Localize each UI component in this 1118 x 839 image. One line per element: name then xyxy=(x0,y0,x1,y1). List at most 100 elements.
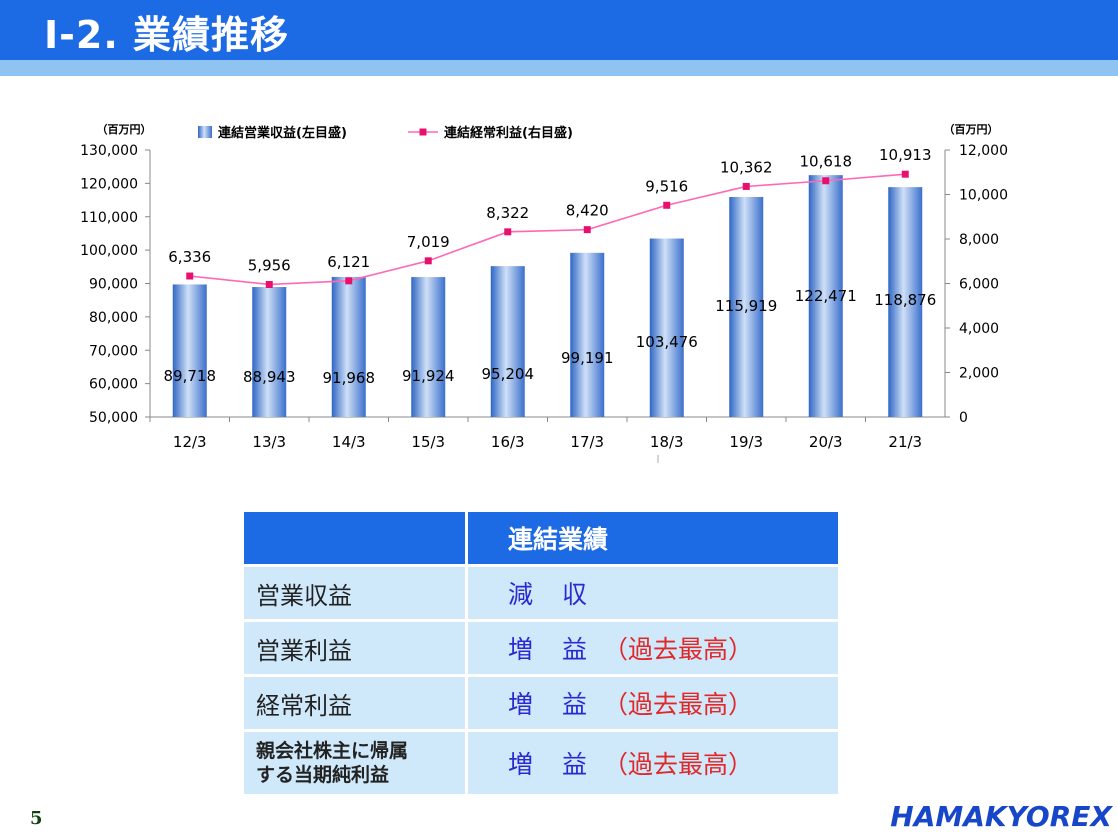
x-tick-label: 14/3 xyxy=(332,433,366,451)
revenue-bar xyxy=(729,196,764,417)
revenue-bar xyxy=(411,277,446,417)
x-tick-label: 15/3 xyxy=(411,433,445,451)
row-result: 減 収 xyxy=(508,580,590,609)
company-logo: HAMAKYOREX xyxy=(890,800,1112,833)
profit-label: 6,336 xyxy=(168,248,211,266)
revenue-bar xyxy=(808,175,843,417)
row-result-cell: 増 益 （過去最高） xyxy=(465,622,838,674)
x-tick-label: 21/3 xyxy=(888,433,922,451)
left-tick-label: 110,000 xyxy=(80,210,138,226)
right-tick-label: 10,000 xyxy=(959,188,1008,204)
row-result: 増 益 xyxy=(508,635,590,664)
legend-line-label: 連結経常利益(右目盛) xyxy=(444,125,573,141)
profit-marker xyxy=(265,280,273,288)
table-header-empty xyxy=(244,512,465,564)
legend-line-marker xyxy=(419,128,427,136)
table-header-consolidated: 連結業績 xyxy=(465,512,838,564)
legend-bar-label: 連結営業収益(左目盛) xyxy=(218,125,347,141)
profit-marker xyxy=(901,170,909,178)
revenue-bar-label: 95,204 xyxy=(482,365,535,383)
revenue-bar xyxy=(252,287,287,417)
right-tick-label: 8,000 xyxy=(959,232,999,248)
table-row: 営業利益 増 益 （過去最高） xyxy=(244,619,838,674)
profit-label: 10,362 xyxy=(720,158,773,176)
row-result: 増 益 xyxy=(508,750,590,779)
x-tick-label: 18/3 xyxy=(650,433,684,451)
row-note: （過去最高） xyxy=(603,635,754,664)
x-tick-label: 13/3 xyxy=(252,433,286,451)
right-axis-unit: （百万円） xyxy=(944,123,999,136)
revenue-bar xyxy=(172,284,207,417)
profit-label: 5,956 xyxy=(248,256,291,274)
left-tick-label: 120,000 xyxy=(80,176,138,192)
revenue-bar xyxy=(888,187,923,417)
table-row: 経常利益 増 益 （過去最高） xyxy=(244,674,838,729)
left-tick-label: 100,000 xyxy=(80,243,138,259)
page-title: Ⅰ-2. 業績推移 xyxy=(44,13,290,57)
left-tick-label: 80,000 xyxy=(89,310,138,326)
table-header-row: 連結業績 xyxy=(244,512,838,564)
revenue-bar-label: 91,924 xyxy=(402,367,455,385)
results-table: 連結業績 営業収益 減 収 営業利益 増 益 （過去最高） 経常利益 増 益 （… xyxy=(244,512,838,794)
profit-marker xyxy=(345,277,353,285)
left-tick-label: 130,000 xyxy=(80,143,138,159)
revenue-bar xyxy=(649,238,684,417)
right-tick-label: 12,000 xyxy=(959,143,1008,159)
row-result: 増 益 xyxy=(508,690,590,719)
left-tick-label: 60,000 xyxy=(89,377,138,393)
left-axis-unit: （百万円） xyxy=(97,123,152,136)
title-stripe xyxy=(0,60,1118,76)
revenue-bar xyxy=(490,266,525,417)
row-item: 営業利益 xyxy=(244,622,465,674)
right-tick-label: 4,000 xyxy=(959,321,999,337)
performance-chart: 50,000 60,000 70,000 80,000 90,000 100,000 110… xyxy=(80,123,1008,463)
left-tick-label: 70,000 xyxy=(89,343,138,359)
revenue-bar-label: 122,471 xyxy=(795,287,857,305)
row-note: （過去最高） xyxy=(603,750,754,779)
profit-marker xyxy=(583,226,591,234)
row-result-cell: 増 益 （過去最高） xyxy=(465,732,838,794)
profit-label: 8,322 xyxy=(486,204,529,222)
revenue-bar-label: 91,968 xyxy=(323,369,376,387)
table-row: 親会社株主に帰属 する当期純利益 増 益 （過去最高） xyxy=(244,729,838,794)
x-tick-label: 19/3 xyxy=(729,433,763,451)
revenue-bar xyxy=(570,252,605,417)
row-result-cell: 増 益 （過去最高） xyxy=(465,677,838,729)
x-tick-label: 16/3 xyxy=(491,433,525,451)
profit-marker xyxy=(186,272,194,280)
x-tick-label: 20/3 xyxy=(809,433,843,451)
profit-label: 10,618 xyxy=(800,153,853,171)
revenue-bar xyxy=(331,276,366,417)
profit-label: 9,516 xyxy=(645,177,688,195)
profit-label: 10,913 xyxy=(879,146,932,164)
profit-label: 7,019 xyxy=(407,233,450,251)
row-item: 経常利益 xyxy=(244,677,465,729)
revenue-bar-label: 115,919 xyxy=(715,297,777,315)
profit-label: 6,121 xyxy=(327,253,370,271)
table-row: 営業収益 減 収 xyxy=(244,564,838,619)
x-tick-label: 17/3 xyxy=(570,433,604,451)
legend-bar-swatch xyxy=(198,126,212,138)
row-note: （過去最高） xyxy=(603,690,754,719)
profit-marker xyxy=(424,257,432,265)
right-tick-label: 2,000 xyxy=(959,366,999,382)
row-result-cell: 減 収 xyxy=(465,567,838,619)
page-number: 5 xyxy=(30,808,43,829)
profit-marker xyxy=(822,177,830,185)
revenue-bar-label: 88,943 xyxy=(243,368,296,386)
revenue-bar-label: 103,476 xyxy=(636,333,698,351)
profit-label: 8,420 xyxy=(566,202,609,220)
row-item: 親会社株主に帰属 する当期純利益 xyxy=(244,732,465,794)
left-tick-label: 90,000 xyxy=(89,277,138,293)
right-tick-label: 6,000 xyxy=(959,277,999,293)
left-tick-label: 50,000 xyxy=(89,410,138,426)
x-tick-label: 12/3 xyxy=(173,433,207,451)
row-item: 営業収益 xyxy=(244,567,465,619)
revenue-bar-label: 99,191 xyxy=(561,349,614,367)
profit-marker xyxy=(663,201,671,209)
profit-line xyxy=(189,173,906,286)
profit-marker xyxy=(742,182,750,190)
revenue-bar-label: 89,718 xyxy=(164,367,217,385)
right-tick-label: 0 xyxy=(959,410,968,426)
profit-marker xyxy=(504,228,512,236)
